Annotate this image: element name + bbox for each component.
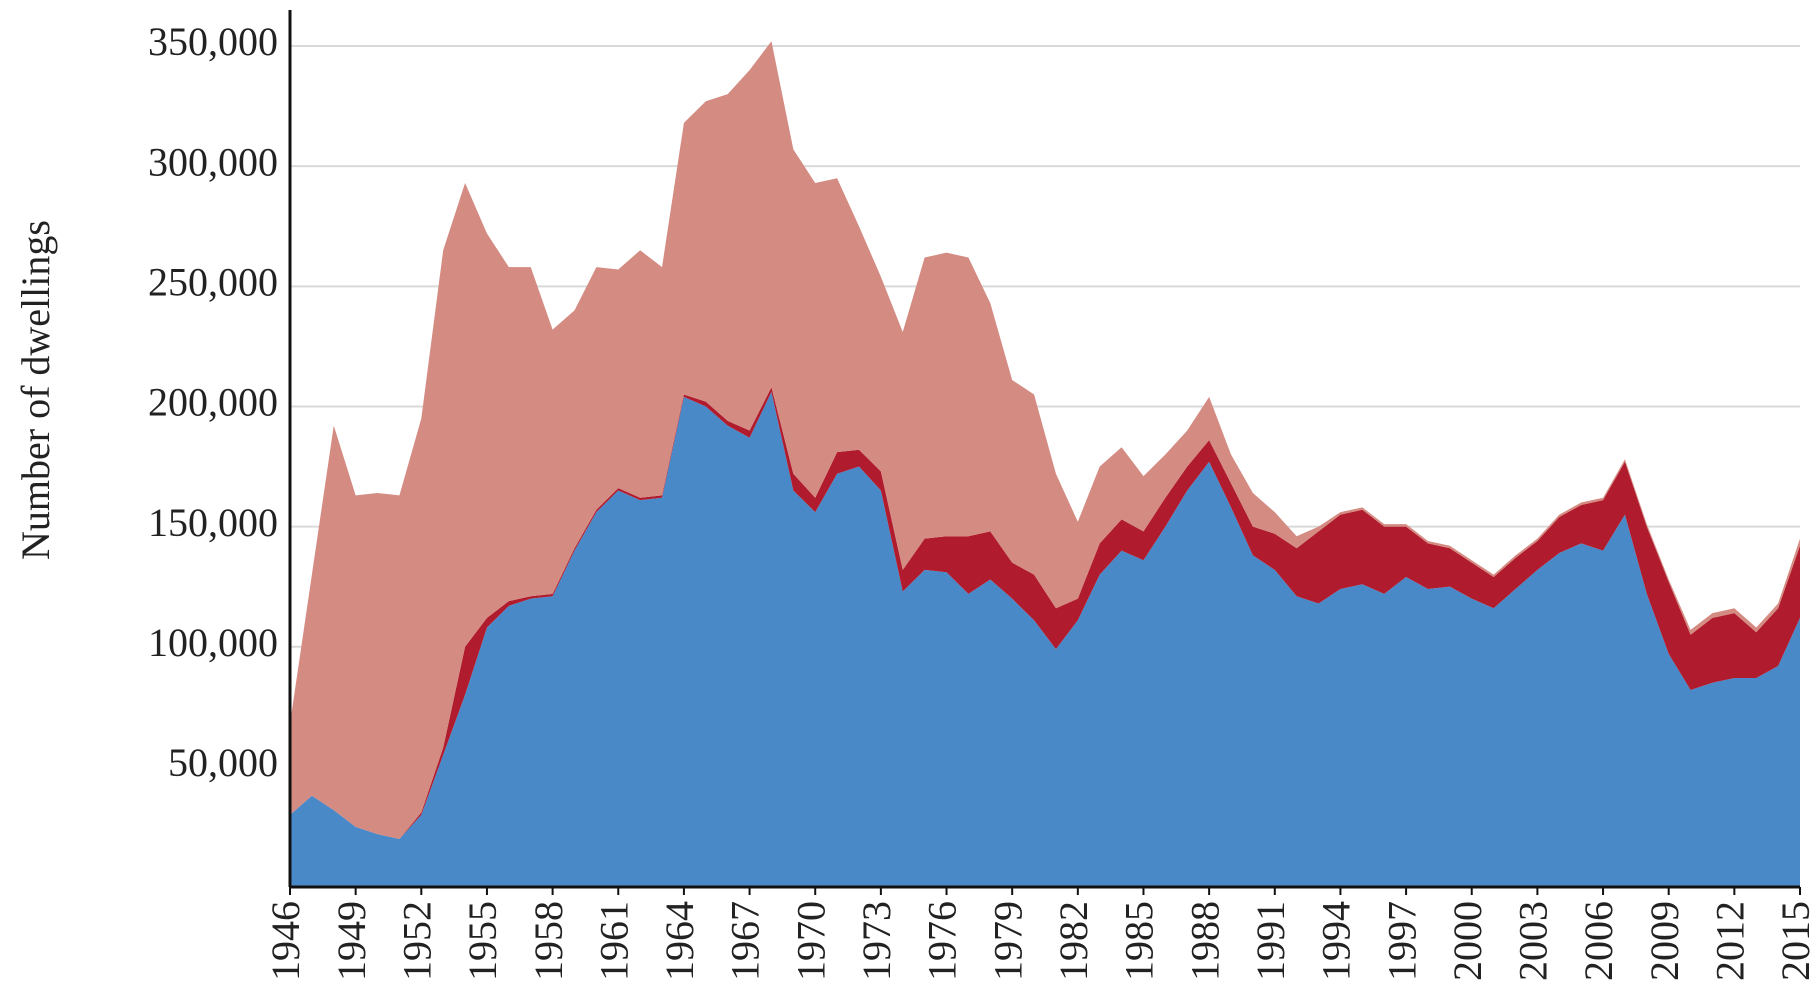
x-tick-label: 1952 — [394, 901, 439, 981]
x-tick-label: 1970 — [788, 901, 833, 981]
x-tick-label: 1955 — [460, 901, 505, 981]
area — [290, 392, 1800, 887]
x-tick-label: 1994 — [1314, 901, 1359, 981]
x-tick-label: 2009 — [1642, 901, 1687, 981]
x-tick-label: 1973 — [854, 901, 899, 981]
x-tick-label: 1979 — [985, 901, 1030, 981]
y-tick-label: 350,000 — [148, 19, 278, 64]
y-tick-label: 250,000 — [148, 259, 278, 304]
x-tick-label: 1958 — [526, 901, 571, 981]
y-tick-label: 200,000 — [148, 380, 278, 425]
x-tick-label: 1949 — [329, 901, 374, 981]
y-axis-label: Number of dwellings — [13, 220, 58, 560]
y-tick-label: 300,000 — [148, 139, 278, 184]
x-tick-label: 2015 — [1773, 901, 1816, 981]
x-tick-label: 1985 — [1117, 901, 1162, 981]
y-tick-label: 50,000 — [168, 740, 278, 785]
x-tick-label: 1991 — [1248, 901, 1293, 981]
x-tick-label: 1946 — [263, 901, 308, 981]
x-tick-label: 2006 — [1576, 901, 1621, 981]
x-tick-label: 1982 — [1051, 901, 1096, 981]
x-tick-label: 2000 — [1445, 901, 1490, 981]
x-tick-label: 1961 — [591, 901, 636, 981]
x-tick-label: 1988 — [1182, 901, 1227, 981]
x-tick-label: 1976 — [920, 901, 965, 981]
y-tick-label: 100,000 — [148, 620, 278, 665]
y-tick-label: 150,000 — [148, 500, 278, 545]
x-tick-label: 1964 — [657, 901, 702, 981]
area — [290, 41, 1800, 839]
x-tick-label: 1967 — [723, 901, 768, 981]
area — [290, 387, 1800, 839]
x-tick-label: 2012 — [1708, 901, 1753, 981]
x-tick-label: 1997 — [1379, 901, 1424, 981]
x-tick-label: 2003 — [1511, 901, 1556, 981]
